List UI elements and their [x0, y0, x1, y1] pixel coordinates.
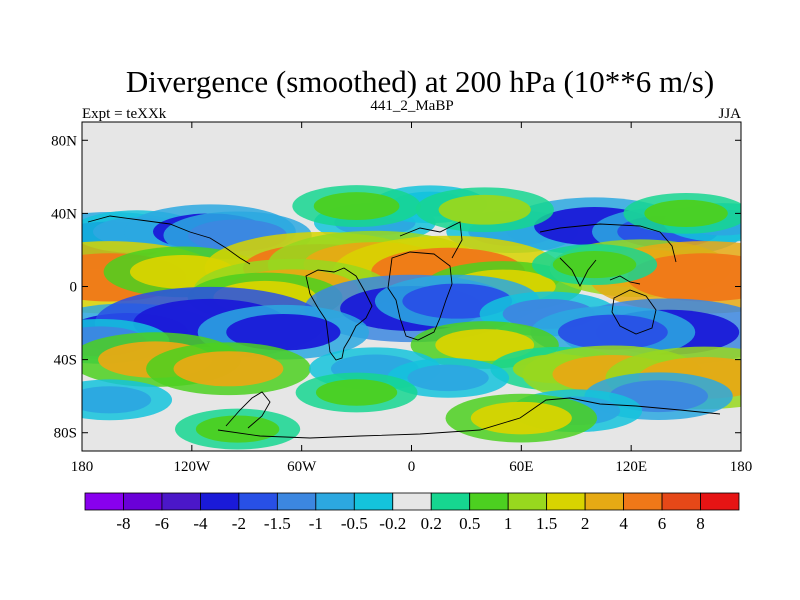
colorbar-swatch	[584, 492, 624, 511]
y-tick-label: 0	[70, 280, 78, 296]
field-core	[644, 199, 728, 227]
colorbar-swatch	[353, 492, 394, 511]
y-tick-label: 80S	[54, 426, 77, 442]
field-core	[82, 386, 152, 414]
colorbar-label: -8	[116, 514, 130, 533]
field-core	[226, 313, 341, 351]
colorbar-label: 0.2	[421, 514, 442, 533]
colorbar-label: 0.5	[459, 514, 480, 533]
colorbar-label: 1.5	[536, 514, 557, 533]
colorbar-swatch	[315, 492, 355, 511]
colorbar-swatch	[700, 492, 740, 511]
x-tick-label: 60W	[287, 459, 317, 475]
colorbar: -8 -6 -4 -2 -1.5 -1 -0.5 -0.2 0.2 0.5 1 1.5 2 4 6 8	[84, 492, 740, 533]
experiment-label: Expt = teXXk	[82, 106, 167, 122]
x-tick-label: 120E	[615, 459, 647, 475]
colorbar-label: -0.5	[341, 514, 368, 533]
colorbar-swatch	[238, 492, 278, 511]
colorbar-label: -4	[193, 514, 208, 533]
run-label: 441_2_MaBP	[370, 98, 453, 114]
colorbar-label: 1	[504, 514, 513, 533]
field-core	[557, 314, 668, 350]
coastline-australia	[611, 289, 657, 335]
coastline-eurasia	[399, 221, 677, 263]
field-core	[313, 192, 400, 221]
y-tick-label: 40N	[51, 206, 77, 222]
chart-title: Divergence (smoothed) at 200 hPa (10**6 …	[126, 64, 714, 99]
colorbar-swatch	[200, 492, 240, 511]
colorbar-label: 2	[581, 514, 590, 533]
colorbar-swatch	[276, 492, 317, 511]
field-core	[315, 379, 398, 406]
x-tick-label: 60E	[509, 459, 533, 475]
season-label: JJA	[718, 106, 741, 122]
coastline-north-america	[87, 215, 251, 265]
colorbar-label: -2	[232, 514, 246, 533]
colorbar-swatch	[430, 492, 471, 511]
divergence-field	[82, 185, 741, 450]
colorbar-swatch	[123, 492, 163, 511]
field-core	[195, 415, 280, 443]
coastlines	[87, 215, 721, 439]
colorbar-swatch	[469, 492, 509, 511]
plot-area: 180 120W 60W 0 60E 120E 180 80N 40N 0 40S 80S	[51, 121, 753, 475]
coastline-indonesia	[609, 275, 641, 285]
colorbar-label: -1	[309, 514, 323, 533]
field-core	[470, 401, 572, 435]
colorbar-label: 4	[619, 514, 628, 533]
x-axis: 180 120W 60W 0 60E 120E 180	[71, 122, 753, 475]
colorbar-swatch	[84, 492, 124, 511]
field-core	[435, 329, 535, 361]
colorbar-label: 6	[658, 514, 667, 533]
colorbar-swatch	[623, 492, 663, 511]
coastline-india	[559, 257, 597, 288]
colorbar-label: 8	[696, 514, 705, 533]
colorbar-swatch	[507, 492, 548, 511]
y-tick-label: 80N	[51, 133, 77, 149]
field-core	[438, 194, 531, 225]
field-core	[407, 364, 489, 392]
y-axis: 80N 40N 0 40S 80S	[51, 133, 741, 442]
x-tick-label: 180	[730, 459, 753, 475]
colorbar-label: -1.5	[264, 514, 291, 533]
colorbar-swatch	[161, 492, 201, 511]
colorbar-swatch	[546, 492, 586, 511]
coastline-antarctic-peninsula	[225, 391, 271, 429]
coastline-south-america	[305, 267, 373, 361]
y-tick-label: 40S	[54, 353, 77, 369]
x-tick-label: 120W	[173, 459, 211, 475]
coastline-africa	[387, 251, 453, 341]
colorbar-swatch	[661, 492, 701, 511]
coastline-antarctica	[217, 397, 721, 439]
field-core	[173, 351, 284, 387]
x-tick-label: 180	[71, 459, 94, 475]
colorbar-label: -0.2	[379, 514, 406, 533]
colorbar-label: -6	[155, 514, 169, 533]
colorbar-swatch	[392, 492, 432, 511]
field-core	[552, 250, 637, 279]
x-tick-label: 0	[408, 459, 416, 475]
